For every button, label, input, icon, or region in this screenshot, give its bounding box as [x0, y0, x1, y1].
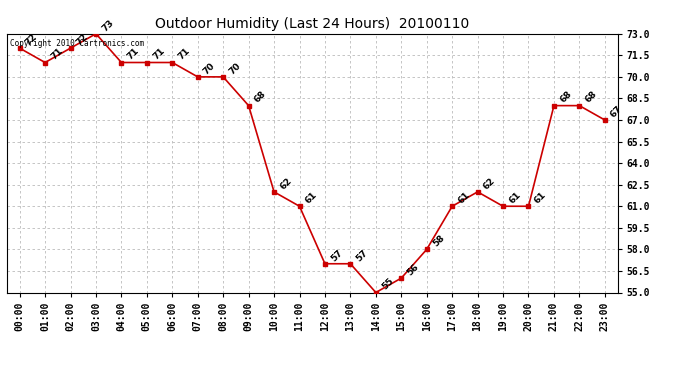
Text: 58: 58 [431, 233, 446, 249]
Text: 68: 68 [253, 90, 268, 105]
Text: 71: 71 [126, 46, 141, 62]
Text: 57: 57 [355, 248, 370, 263]
Text: 71: 71 [177, 46, 192, 62]
Text: 57: 57 [329, 248, 344, 263]
Text: 61: 61 [456, 190, 471, 206]
Text: 67: 67 [609, 104, 624, 119]
Text: 70: 70 [227, 61, 243, 76]
Text: 62: 62 [482, 176, 497, 191]
Text: 61: 61 [507, 190, 522, 206]
Text: 62: 62 [278, 176, 293, 191]
Text: 68: 68 [584, 90, 599, 105]
Text: 72: 72 [23, 32, 39, 47]
Text: 73: 73 [100, 18, 115, 33]
Text: 61: 61 [533, 190, 548, 206]
Text: 71: 71 [49, 46, 65, 62]
Text: 72: 72 [75, 32, 90, 47]
Text: 68: 68 [558, 90, 573, 105]
Title: Outdoor Humidity (Last 24 Hours)  20100110: Outdoor Humidity (Last 24 Hours) 2010011… [155, 17, 469, 31]
Text: 55: 55 [380, 276, 395, 292]
Text: 70: 70 [202, 61, 217, 76]
Text: Copyright 2010 Cartronics.com: Copyright 2010 Cartronics.com [10, 39, 144, 48]
Text: 61: 61 [304, 190, 319, 206]
Text: 71: 71 [151, 46, 166, 62]
Text: 56: 56 [406, 262, 421, 278]
